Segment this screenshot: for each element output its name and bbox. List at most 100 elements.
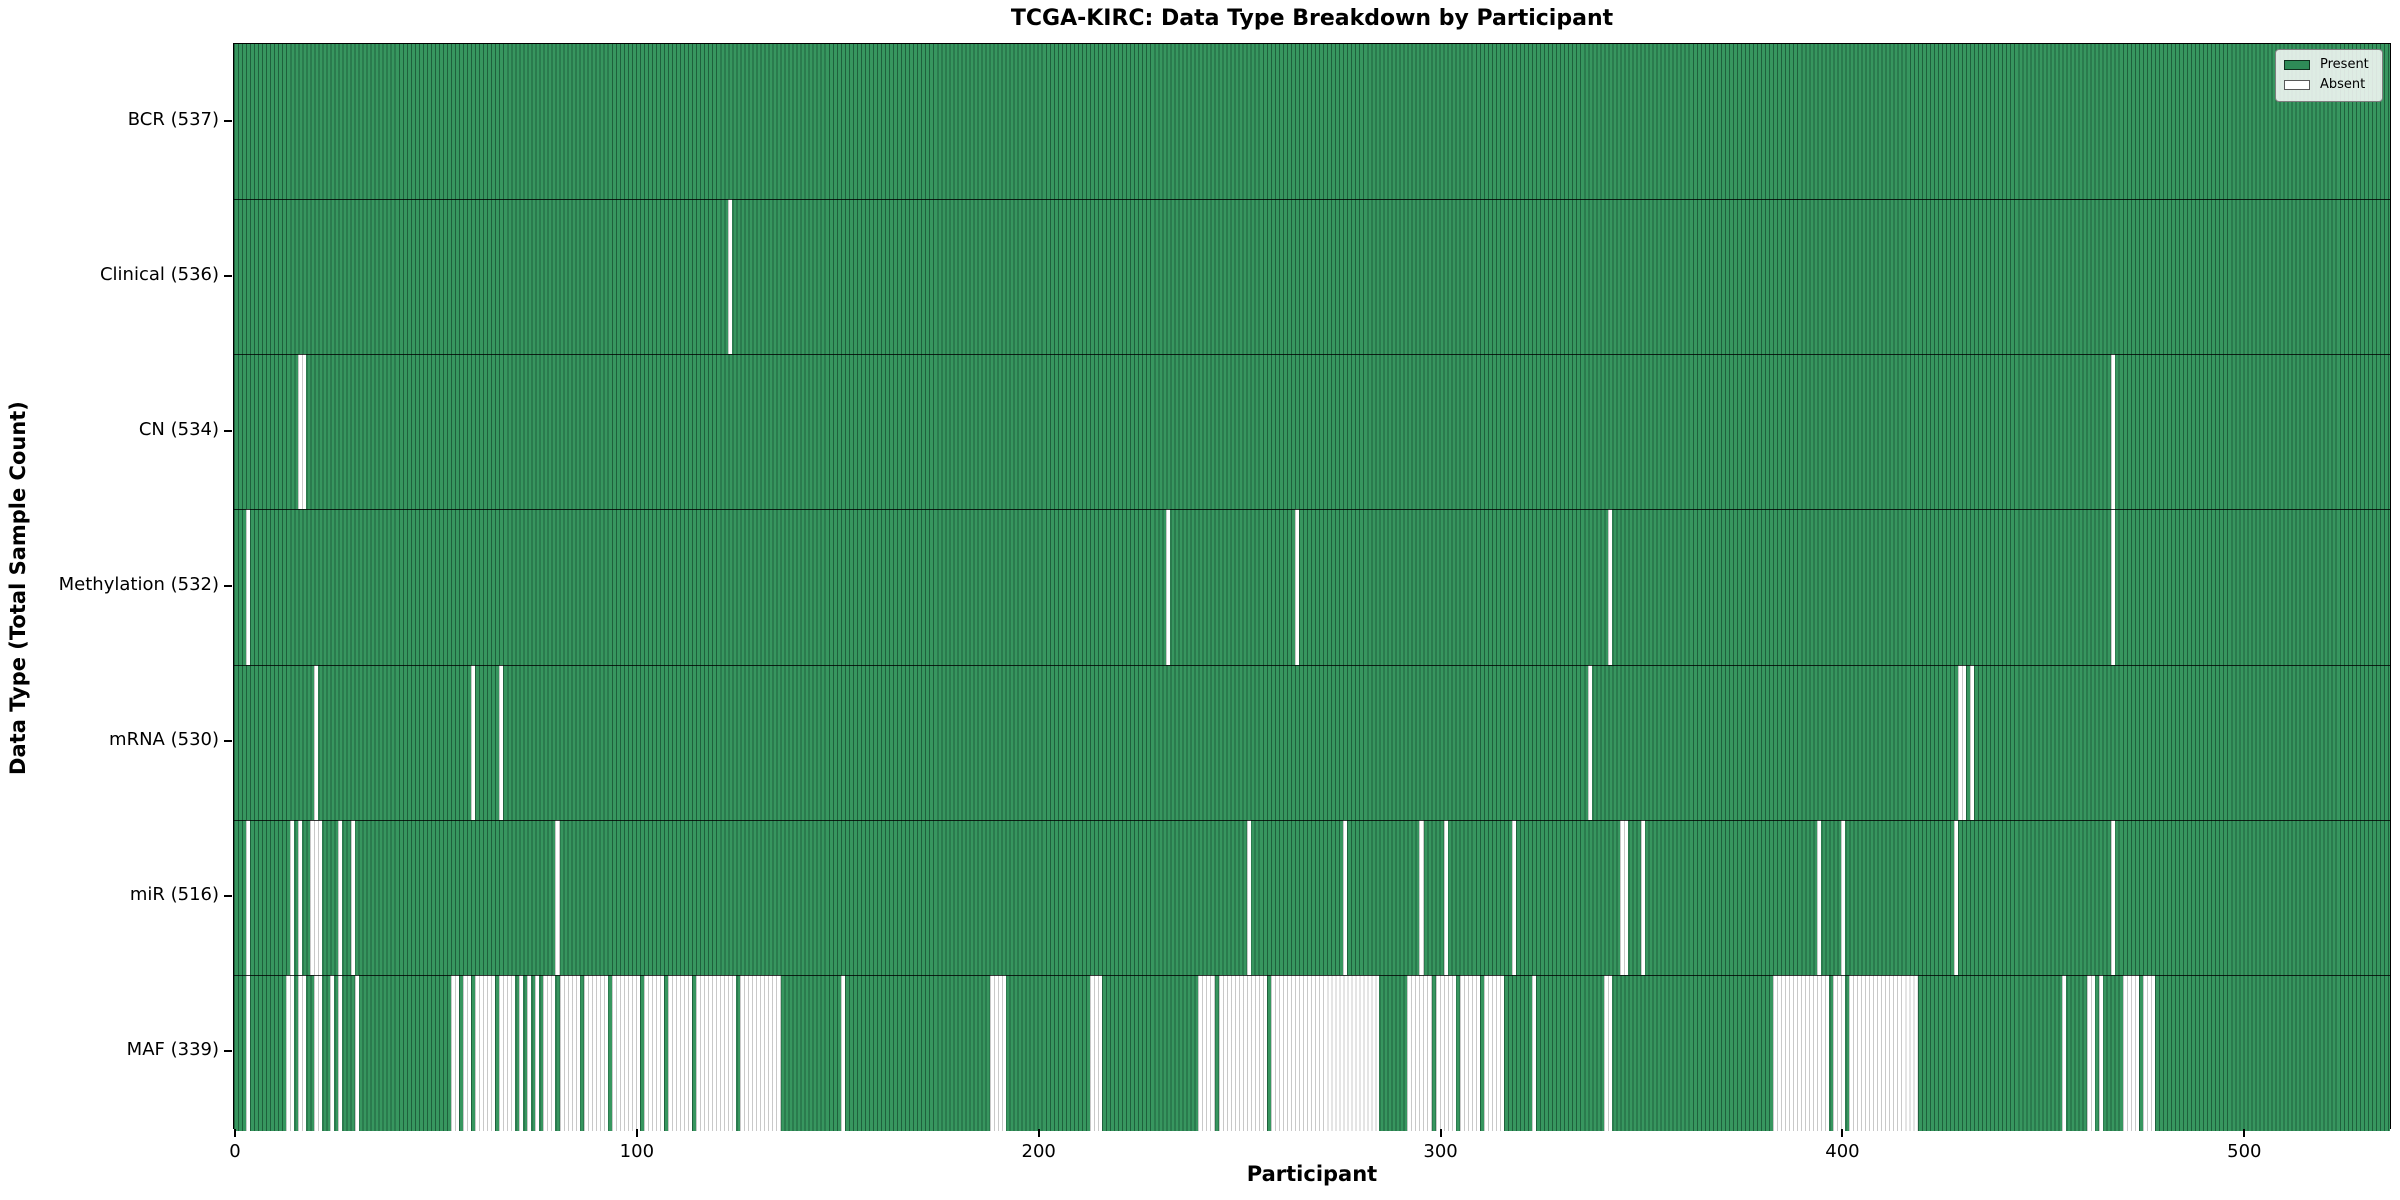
bar-edge-grid bbox=[475, 974, 496, 1131]
bar-edge-grid bbox=[2110, 509, 2115, 666]
plot-row-Methylation bbox=[234, 509, 2390, 666]
bar-edge-grid bbox=[840, 974, 845, 1131]
absent-stripe-MAF bbox=[2086, 974, 2095, 1131]
absent-stripe-MAF bbox=[354, 974, 359, 1131]
y-tick-label-miR: miR (516) bbox=[129, 884, 219, 906]
bar-edge-grid bbox=[1640, 819, 1645, 976]
plot-row-MAF bbox=[234, 974, 2390, 1131]
bar-edge-grid bbox=[246, 974, 251, 1131]
absent-stripe-miR bbox=[2110, 819, 2115, 976]
x-tick-label-100: 100 bbox=[619, 1141, 655, 1162]
bar-edge-grid bbox=[290, 819, 295, 976]
absent-stripe-mRNA bbox=[499, 664, 504, 821]
absent-stripe-MAF bbox=[475, 974, 496, 1131]
absent-stripe-miR bbox=[1953, 819, 1958, 976]
bar-edge-grid bbox=[555, 819, 560, 976]
absent-stripe-Clinical bbox=[728, 199, 733, 355]
absent-stripe-miR bbox=[555, 819, 560, 976]
x-tick-mark bbox=[234, 1129, 236, 1137]
absent-stripe-MAF bbox=[1833, 974, 1846, 1131]
absent-stripe-MAF bbox=[583, 974, 608, 1131]
absent-stripe-MAF bbox=[1435, 974, 1456, 1131]
absent-stripe-MAF bbox=[543, 974, 556, 1131]
y-tick-mark bbox=[224, 274, 232, 277]
absent-stripe-MAF bbox=[989, 974, 1006, 1131]
x-axis-label: Participant bbox=[1246, 1162, 1378, 1186]
absent-stripe-MAF bbox=[1604, 974, 1613, 1131]
bar-edge-grid bbox=[1511, 819, 1516, 976]
y-tick-label-CN: CN (534) bbox=[138, 418, 219, 440]
bar-edge-grid bbox=[1604, 974, 1613, 1131]
absent-stripe-miR bbox=[1841, 819, 1846, 976]
bar-edge-grid bbox=[1246, 819, 1251, 976]
absent-stripe-MAF bbox=[330, 974, 335, 1131]
plot-row-mRNA bbox=[234, 664, 2390, 821]
bar-edge-grid bbox=[1218, 974, 1267, 1131]
absent-stripe-Methylation bbox=[1608, 509, 1613, 666]
bar-edge-grid bbox=[1419, 819, 1424, 976]
absent-stripe-Methylation bbox=[1294, 509, 1299, 666]
plot-row-BCR bbox=[234, 44, 2390, 200]
bar-edge-grid bbox=[1089, 974, 1102, 1131]
absent-stripe-miR bbox=[1620, 819, 1629, 976]
bar-edge-grid bbox=[696, 974, 737, 1131]
absent-stripe-MAF bbox=[1218, 974, 1267, 1131]
bar-edge-grid bbox=[728, 199, 733, 355]
bar-edge-grid bbox=[989, 974, 1006, 1131]
absent-stripe-CN bbox=[2110, 354, 2115, 511]
absent-stripe-miR bbox=[1246, 819, 1251, 976]
bar-edge-grid bbox=[740, 974, 781, 1131]
y-tick-label-MAF: MAF (339) bbox=[126, 1039, 219, 1061]
bar-edge-grid bbox=[535, 974, 540, 1131]
absent-stripe-MAF bbox=[696, 974, 737, 1131]
legend-present-swatch bbox=[2284, 60, 2310, 70]
bar-edge-grid bbox=[1957, 664, 1967, 821]
absent-stripe-MAF bbox=[1089, 974, 1102, 1131]
absent-stripe-Methylation bbox=[2110, 509, 2115, 666]
chart-title: TCGA-KIRC: Data Type Breakdown by Partic… bbox=[1010, 6, 1614, 31]
bar-edge-grid bbox=[2142, 974, 2155, 1131]
bar-edge-grid bbox=[298, 974, 307, 1131]
x-tick-mark bbox=[2243, 1129, 2246, 1137]
plot-area: Present Absent bbox=[233, 43, 2391, 1131]
bar-edge-grid bbox=[298, 819, 303, 976]
bar-edge-grid bbox=[2110, 819, 2115, 976]
bar-edge-grid bbox=[1407, 974, 1432, 1131]
x-tick-mark bbox=[1439, 1129, 1442, 1137]
absent-stripe-MAF bbox=[2098, 974, 2103, 1131]
bar-edge-grid bbox=[451, 974, 460, 1131]
absent-stripe-MAF bbox=[286, 974, 295, 1131]
x-tick-mark bbox=[1037, 1129, 1040, 1137]
absent-stripe-MAF bbox=[740, 974, 781, 1131]
bar-edge-grid bbox=[1435, 974, 1456, 1131]
bar-edge-grid bbox=[1343, 819, 1348, 976]
absent-stripe-Methylation bbox=[1166, 509, 1171, 666]
x-tick-label-400: 400 bbox=[1825, 1141, 1860, 1162]
absent-stripe-MAF bbox=[611, 974, 640, 1131]
bar-edge-grid bbox=[2086, 974, 2095, 1131]
bar-edge-grid bbox=[2122, 974, 2139, 1131]
absent-stripe-miR bbox=[1443, 819, 1448, 976]
absent-stripe-MAF bbox=[314, 974, 323, 1131]
row-separator bbox=[234, 819, 2390, 821]
absent-stripe-MAF bbox=[559, 974, 580, 1131]
absent-stripe-miR bbox=[290, 819, 295, 976]
absent-stripe-MAF bbox=[2062, 974, 2067, 1131]
x-tick-label-300: 300 bbox=[1423, 1141, 1458, 1162]
absent-stripe-miR bbox=[1817, 819, 1822, 976]
bar-edge-grid bbox=[234, 44, 2390, 200]
bar-edge-grid bbox=[583, 974, 608, 1131]
row-separator bbox=[234, 974, 2390, 976]
absent-stripe-MAF bbox=[246, 974, 251, 1131]
absent-stripe-miR bbox=[1511, 819, 1516, 976]
y-tick-mark bbox=[224, 585, 232, 587]
bar-edge-grid bbox=[246, 509, 251, 666]
absent-stripe-miR bbox=[1419, 819, 1424, 976]
bar-edge-grid bbox=[2110, 354, 2115, 511]
bar-edge-grid bbox=[1588, 664, 1593, 821]
bar-edge-grid bbox=[1833, 974, 1846, 1131]
bar-edge-grid bbox=[1270, 974, 1380, 1131]
absent-stripe-miR bbox=[246, 819, 251, 976]
bar-edge-grid bbox=[314, 664, 319, 821]
x-tick-mark bbox=[635, 1129, 638, 1137]
